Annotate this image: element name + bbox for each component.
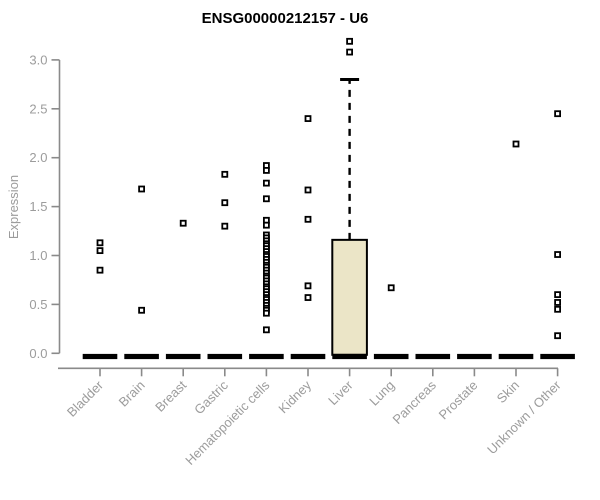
zero-median-bar: [540, 353, 575, 360]
data-point: [179, 219, 187, 227]
y-tick-label: 2.0: [29, 150, 47, 165]
zero-median-bar: [124, 353, 159, 360]
data-point: [554, 305, 561, 313]
data-point: [512, 140, 520, 148]
y-tick-label: 0.0: [29, 346, 47, 361]
data-point: [346, 48, 354, 56]
zero-median-bar: [332, 353, 367, 360]
zero-median-bar: [498, 353, 534, 360]
x-tick-label: Bladder: [64, 377, 107, 420]
data-point: [304, 294, 312, 301]
y-tick-label: 2.5: [29, 101, 47, 116]
x-tick-label: Pancreas: [389, 377, 439, 427]
data-point: [138, 185, 146, 193]
x-tick-label: Liver: [325, 377, 356, 408]
y-tick-label: 3.0: [29, 52, 47, 67]
data-point: [221, 199, 229, 207]
y-tick-label: 1.0: [29, 248, 47, 263]
zero-median-bar: [290, 353, 326, 360]
data-point: [554, 332, 561, 340]
data-point: [304, 215, 312, 223]
data-point: [346, 37, 354, 45]
x-tick-label: Gastric: [191, 377, 231, 417]
zero-median-bar: [373, 353, 409, 360]
chart-title: ENSG00000212157 - U6: [201, 10, 369, 27]
data-point: [221, 170, 229, 178]
x-tick-label: Unknown / Other: [484, 377, 564, 457]
data-point: [262, 195, 270, 203]
x-tick-label: Lung: [366, 378, 397, 409]
data-point: [262, 167, 270, 174]
data-point: [96, 247, 104, 255]
data-point: [262, 326, 270, 334]
x-tick-label: Breast: [152, 377, 189, 414]
data-point: [304, 115, 312, 122]
data-point: [262, 221, 270, 229]
data-point: [554, 251, 561, 258]
zero-median-bar: [249, 353, 284, 360]
data-point: [262, 179, 270, 187]
zero-median-bar: [457, 353, 492, 360]
x-tick-label: Prostate: [436, 378, 481, 423]
data-point: [96, 266, 104, 274]
data-point: [262, 309, 270, 317]
data-point: [304, 186, 312, 194]
data-point: [554, 110, 561, 118]
data-point: [387, 284, 395, 292]
data-point: [96, 239, 104, 247]
boxplot-box: [331, 238, 368, 356]
zero-median-bar: [165, 353, 201, 360]
data-point: [554, 291, 561, 299]
zero-median-bar: [82, 353, 118, 360]
data-point: [554, 299, 561, 306]
zero-median-bar: [415, 353, 451, 360]
data-point: [138, 306, 146, 314]
y-tick-label: 1.5: [29, 199, 47, 214]
x-tick-label: Kidney: [275, 377, 314, 416]
x-tick-label: Skin: [494, 378, 522, 406]
zero-median-bar: [207, 353, 243, 360]
x-tick-label: Brain: [116, 378, 148, 410]
y-tick-label: 0.5: [29, 297, 47, 312]
data-point: [221, 222, 229, 230]
data-point: [304, 282, 312, 290]
